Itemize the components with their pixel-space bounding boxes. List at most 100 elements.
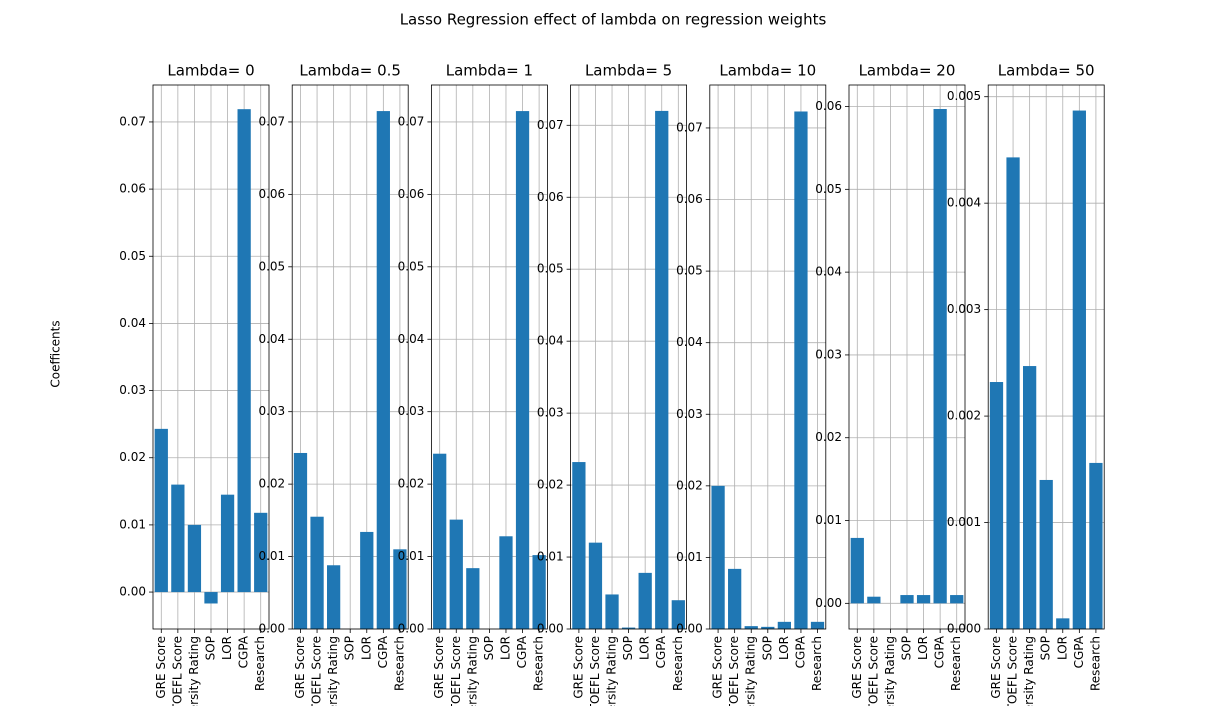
bar [360, 531, 374, 629]
axes-frame [987, 84, 1105, 630]
x-tick-label: CGPA [376, 635, 390, 668]
y-tick-label: 0.03 [815, 347, 842, 361]
y-tick-label: 0.05 [398, 259, 425, 273]
y-axis-label: Coefficents [49, 320, 63, 387]
bar [237, 109, 251, 593]
x-tick-label: SOP [760, 636, 774, 660]
bar [989, 382, 1004, 629]
x-tick-label: GRE Score [432, 636, 446, 699]
y-tick-label: 0.01 [258, 549, 285, 563]
x-tick-label: SOP [343, 636, 357, 660]
x-tick-label: University Rating [605, 636, 619, 706]
y-tick-label: 0.04 [119, 316, 146, 330]
x-tick-label: SOP [482, 636, 496, 660]
bar [1006, 157, 1020, 629]
bar [777, 621, 791, 629]
y-tick-label: 0.05 [815, 182, 842, 196]
bar [1056, 618, 1070, 629]
y-tick-label: 0.005 [947, 89, 981, 103]
y-tick-label: 0.02 [258, 477, 285, 491]
y-tick-label: 0.07 [258, 114, 285, 128]
y-tick-label: 0.003 [947, 302, 981, 316]
x-tick-label: CGPA [793, 635, 807, 668]
subplot-title: Lambda= 10 [719, 62, 816, 80]
x-tick-label: CGPA [654, 635, 668, 668]
y-tick-label: 0.06 [258, 187, 285, 201]
bar [572, 462, 586, 629]
x-tick-label: GRE Score [571, 636, 585, 699]
bar [187, 524, 202, 593]
bar [1039, 479, 1053, 629]
bar [254, 512, 268, 593]
subplot-title: Lambda= 5 [585, 62, 672, 80]
bar [433, 453, 447, 629]
x-tick-label: LOR [1055, 636, 1069, 660]
figure-title: Lasso Regression effect of lambda on reg… [400, 11, 827, 29]
x-tick-label: CGPA [237, 635, 251, 668]
bar [154, 428, 168, 593]
x-tick-label: University Rating [883, 636, 897, 706]
y-tick-label: 0.01 [676, 550, 703, 564]
y-tick-label: 0.03 [398, 404, 425, 418]
bar [220, 494, 235, 593]
y-tick-label: 0.04 [258, 332, 285, 346]
axes-frame [570, 84, 687, 630]
y-tick-label: 0.06 [676, 192, 703, 206]
y-tick-label: 0.07 [119, 114, 146, 128]
y-tick-label: 0.07 [676, 120, 703, 134]
x-tick-label: TOEFL Score [727, 636, 741, 706]
axes-frame [848, 84, 966, 630]
y-tick-label: 0.05 [537, 262, 564, 276]
y-tick-label: 0.06 [398, 187, 425, 201]
y-tick-label: 0.00 [815, 596, 842, 610]
y-tick-label: 0.06 [815, 99, 842, 113]
y-tick-label: 0.01 [398, 549, 425, 563]
x-tick-label: Research [810, 636, 824, 691]
bar [171, 484, 185, 593]
y-tick-label: 0.02 [398, 477, 425, 491]
bar [671, 600, 685, 629]
y-tick-label: 0.07 [398, 114, 425, 128]
y-tick-label: 0.04 [676, 335, 703, 349]
bar [393, 549, 407, 629]
bar [499, 536, 513, 629]
y-tick-label: 0.001 [947, 515, 981, 529]
y-tick-label: 0.01 [119, 517, 146, 531]
x-tick-label: SOP [900, 636, 914, 660]
y-tick-label: 0.03 [258, 404, 285, 418]
x-tick-label: Research [671, 636, 685, 691]
x-tick-label: LOR [220, 636, 234, 660]
bar [1089, 462, 1103, 629]
x-tick-label: TOEFL Score [170, 636, 184, 706]
x-tick-label: SOP [1039, 636, 1053, 660]
x-tick-label: LOR [498, 636, 512, 660]
y-tick-label: 0.000 [947, 622, 981, 636]
y-tick-label: 0.00 [398, 622, 425, 636]
y-tick-label: 0.02 [815, 430, 842, 444]
x-tick-label: Research [532, 636, 546, 691]
bar [449, 519, 463, 629]
bar [744, 626, 758, 629]
y-tick-label: 0.03 [119, 383, 146, 397]
x-tick-label: TOEFL Score [310, 636, 324, 706]
axes-frame [291, 84, 409, 630]
y-tick-label: 0.05 [119, 249, 146, 263]
y-tick-label: 0.002 [947, 409, 981, 423]
x-tick-label: Research [392, 636, 406, 691]
y-tick-label: 0.07 [537, 118, 564, 132]
y-tick-label: 0.05 [676, 264, 703, 278]
bar [621, 627, 636, 629]
subplot-title: Lambda= 50 [998, 62, 1095, 80]
y-tick-label: 0.01 [815, 513, 842, 527]
y-tick-label: 0.02 [537, 478, 564, 492]
x-tick-label: GRE Score [154, 636, 168, 699]
bar [532, 555, 546, 629]
x-tick-label: LOR [359, 636, 373, 660]
x-tick-label: University Rating [465, 636, 479, 706]
axes-frame [430, 84, 548, 630]
x-tick-label: GRE Score [850, 636, 864, 699]
bar [761, 626, 775, 629]
bar [293, 452, 308, 629]
